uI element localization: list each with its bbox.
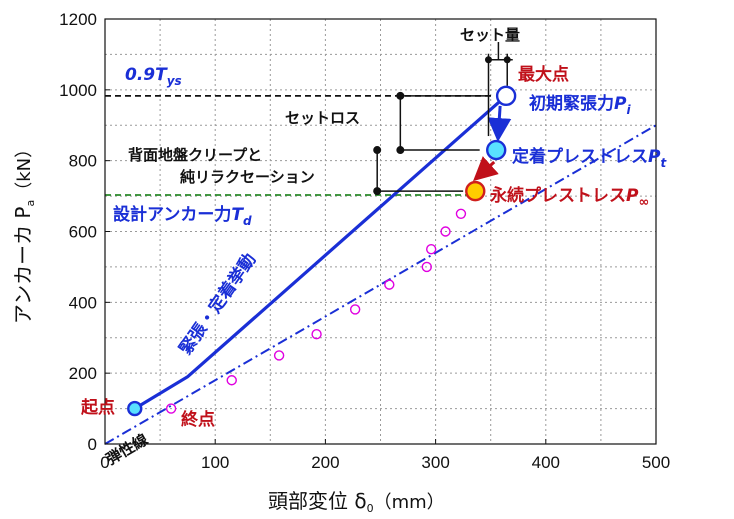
loss-brackets bbox=[373, 42, 513, 196]
measured-point bbox=[455, 208, 467, 219]
measured-point bbox=[421, 261, 432, 273]
key-point bbox=[127, 400, 143, 417]
y-tick-label: 1000 bbox=[59, 81, 97, 100]
tension-behavior-label: 緊張・定着挙動 bbox=[175, 249, 260, 359]
fixed-prestress-label: 定着プレストレスPt bbox=[512, 146, 667, 170]
y-tick-label: 1200 bbox=[59, 10, 97, 29]
x-tick-label: 400 bbox=[532, 453, 560, 472]
tension-behavior-line bbox=[133, 94, 508, 410]
key-point bbox=[486, 139, 507, 161]
measured-point bbox=[440, 226, 451, 237]
key-point bbox=[495, 85, 517, 107]
creep-arrow bbox=[473, 156, 499, 182]
measured-point bbox=[226, 375, 237, 386]
x-tick-label: 300 bbox=[421, 453, 449, 472]
initial-tension-label: 初期緊張力Pi bbox=[529, 93, 631, 117]
start-point-label: 起点 bbox=[80, 397, 115, 418]
bracket-dot bbox=[503, 56, 511, 64]
creep-label-1: 背面地盤クリープと bbox=[128, 146, 262, 164]
tys-label: 0.9Tys bbox=[125, 65, 182, 88]
bracket-dot bbox=[396, 91, 405, 100]
measured-point bbox=[425, 244, 437, 255]
end-point-label: 終点 bbox=[181, 409, 215, 430]
y-tick-label: 200 bbox=[69, 364, 97, 383]
set-loss-label: セットロス bbox=[285, 109, 360, 127]
max-point-label: 最大点 bbox=[518, 64, 569, 85]
x-tick-label: 0 bbox=[100, 453, 109, 472]
bracket-dot bbox=[373, 187, 382, 196]
tick-labels: 0 100 200 300 400 500 0 200 400 600 800 1000 1200 bbox=[59, 10, 670, 472]
set-loss-arrow bbox=[487, 105, 512, 143]
key-point bbox=[465, 180, 486, 202]
grid bbox=[104, 18, 657, 445]
axes bbox=[104, 18, 657, 445]
measured-point bbox=[349, 304, 361, 315]
x-tick-label: 200 bbox=[311, 453, 339, 472]
y-tick-label: 0 bbox=[88, 435, 97, 454]
bracket-dot bbox=[484, 56, 492, 64]
elastic-line-label: 弾性線 bbox=[103, 430, 151, 468]
y-tick-label: 600 bbox=[69, 223, 97, 242]
permanent-prestress-label: 永続プレストレスP∞ bbox=[489, 185, 649, 210]
series-layer bbox=[104, 94, 657, 445]
x-tick-label: 500 bbox=[642, 453, 670, 472]
y-tick-label: 800 bbox=[69, 152, 97, 171]
creep-label-2: 純リラクセーション bbox=[180, 168, 315, 186]
x-tick-label: 100 bbox=[201, 453, 229, 472]
bracket-dot bbox=[373, 146, 382, 155]
key-points bbox=[127, 85, 517, 417]
x-axis-label: 頭部変位 δ0（mm） bbox=[268, 489, 445, 515]
elastic-line bbox=[104, 124, 657, 445]
measured-point bbox=[384, 279, 395, 290]
y-axis-label: アンカーカ Pa（kN） bbox=[11, 140, 37, 324]
bracket-dot bbox=[396, 146, 405, 155]
design-force-label: 設計アンカー力Td bbox=[113, 204, 252, 228]
measured-point bbox=[165, 403, 177, 414]
y-tick-label: 400 bbox=[69, 293, 97, 312]
measured-point bbox=[273, 350, 285, 361]
set-amount-label: セット量 bbox=[460, 26, 520, 44]
measured-point bbox=[311, 329, 322, 340]
